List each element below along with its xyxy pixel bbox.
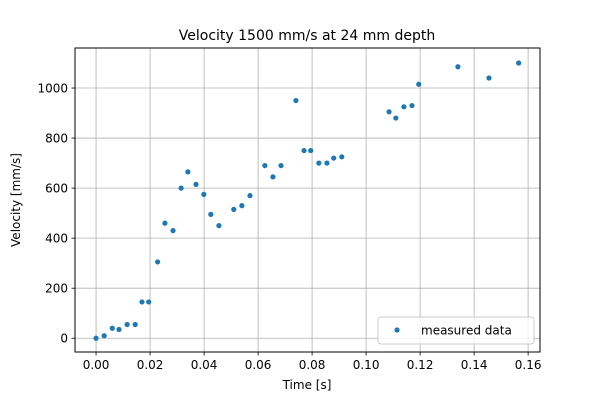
data-point (124, 321, 130, 328)
x-tick-label: 0.14 (461, 358, 488, 372)
legend: measured data (377, 316, 535, 345)
data-point (324, 160, 330, 166)
data-point (331, 155, 337, 161)
x-tick-label: 0.10 (353, 358, 380, 372)
data-point (101, 333, 107, 339)
data-point (93, 335, 99, 341)
y-tick-label: 800 (45, 132, 68, 146)
data-point (486, 75, 492, 81)
x-axis-label: Time [s] (282, 378, 332, 392)
y-tick-label: 400 (45, 232, 68, 246)
data-point (193, 181, 199, 187)
data-point (116, 326, 122, 333)
x-tick-label: 0.06 (245, 358, 272, 372)
data-point (139, 299, 145, 305)
data-point (401, 104, 407, 110)
data-point (455, 64, 461, 70)
legend-marker (394, 327, 400, 333)
data-point (109, 325, 115, 331)
y-tick-label: 600 (45, 182, 68, 196)
data-point (516, 60, 522, 66)
plot-area-frame (74, 47, 541, 353)
y-axis-ticks: 0 200 400 600 800 1000 (37, 82, 75, 346)
x-tick-label: 0.12 (407, 358, 434, 372)
chart-title: Velocity 1500 mm/s at 24 mm depth (179, 28, 435, 44)
data-point (155, 259, 161, 265)
data-point (216, 223, 222, 229)
data-points (93, 60, 522, 341)
x-axis-ticks: 0.00 0.02 0.04 0.06 0.08 0.10 0.12 0.14 0.16 (83, 352, 542, 372)
data-point (178, 185, 184, 191)
data-point (231, 206, 237, 212)
data-point (185, 169, 191, 175)
data-point (201, 191, 207, 197)
data-point (208, 211, 214, 217)
data-point (386, 109, 392, 115)
x-tick-label: 0.08 (299, 358, 326, 372)
data-point (293, 97, 299, 104)
data-point (132, 321, 138, 328)
x-tick-label: 0.02 (137, 358, 164, 372)
y-axis-label: Velocity [mm/s] (9, 153, 23, 247)
legend-box (377, 316, 535, 345)
data-point (409, 102, 415, 109)
data-point (262, 162, 268, 169)
x-tick-label: 0.04 (191, 358, 218, 372)
data-point (278, 162, 284, 169)
data-point (162, 220, 168, 226)
y-tick-label: 0 (60, 332, 68, 346)
x-tick-label: 0.16 (515, 358, 542, 372)
data-point (170, 228, 176, 234)
data-point (239, 203, 245, 209)
data-point (416, 81, 422, 87)
data-point (339, 154, 345, 160)
data-point (393, 115, 399, 121)
data-point (247, 193, 253, 199)
data-point (270, 174, 276, 180)
legend-label: measured data (421, 324, 512, 338)
data-point (146, 299, 152, 305)
data-point (316, 160, 322, 166)
y-tick-label: 1000 (37, 82, 68, 96)
data-point (301, 147, 307, 154)
data-point (308, 147, 314, 154)
x-tick-label: 0.00 (83, 358, 110, 372)
y-tick-label: 200 (45, 282, 68, 296)
